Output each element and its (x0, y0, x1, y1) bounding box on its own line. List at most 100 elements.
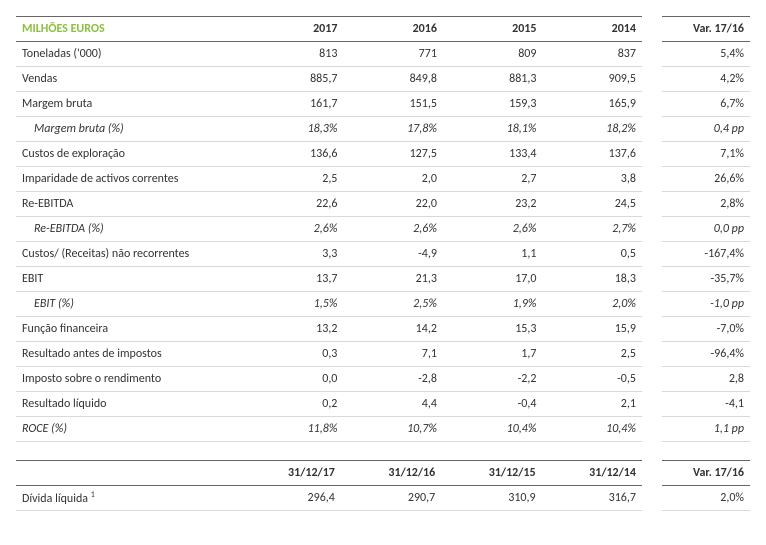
cell-value: 771 (343, 42, 443, 67)
var-value: 5,4% (662, 42, 750, 67)
cell-value: 2,0 (343, 167, 443, 192)
row-label: Margem bruta (%) (16, 117, 244, 142)
dates-header-2: 31/12/15 (441, 461, 541, 486)
var-value: -96,4% (662, 342, 750, 367)
cell-value: -0,4 (443, 392, 543, 417)
var-row: 4,2% (662, 67, 750, 92)
cell-value: 3,3 (244, 242, 344, 267)
cell-value: 136,6 (244, 142, 344, 167)
cell-value: 2,1 (542, 392, 642, 417)
cell-value: 3,8 (542, 167, 642, 192)
table-row: EBIT13,721,317,018,3 (16, 267, 642, 292)
cell-value: 2,7 (443, 167, 543, 192)
header-year-3: 2014 (542, 17, 642, 42)
cell-value: 290,7 (341, 486, 441, 511)
table-row: EBIT (%)1,5%2,5%1,9%2,0% (16, 292, 642, 317)
cell-value: 0,0 (244, 367, 344, 392)
var-value: 0,0 pp (662, 217, 750, 242)
cell-value: -2,2 (443, 367, 543, 392)
cell-value: 127,5 (343, 142, 443, 167)
cell-value: 21,3 (343, 267, 443, 292)
cell-value: 10,4% (443, 417, 543, 442)
cell-value: 7,1 (343, 342, 443, 367)
cell-value: -2,8 (343, 367, 443, 392)
row-label: Toneladas ('000) (16, 42, 244, 67)
table-row: Vendas885,7849,8881,3909,5 (16, 67, 642, 92)
dates-header-row: 31/12/17 31/12/16 31/12/15 31/12/14 (16, 461, 642, 486)
dates-header-0: 31/12/17 (241, 461, 341, 486)
cell-value: 18,3% (244, 117, 344, 142)
var-row: -96,4% (662, 342, 750, 367)
header-row: MILHÕES EUROS 2017 2016 2015 2014 (16, 17, 642, 42)
header-label: MILHÕES EUROS (16, 17, 244, 42)
table-row: Custos/ (Receitas) não recorrentes3,3-4,… (16, 242, 642, 267)
cell-value: 885,7 (244, 67, 344, 92)
cell-value: 310,9 (441, 486, 541, 511)
var-value: -1,0 pp (662, 292, 750, 317)
var-row: 26,6% (662, 167, 750, 192)
cell-value: 10,7% (343, 417, 443, 442)
table-row: Dívida líquida 1296,4290,7310,9316,7 (16, 486, 642, 511)
var-row: 0,0 pp (662, 217, 750, 242)
table-row: Imparidade de activos correntes2,52,02,7… (16, 167, 642, 192)
cell-value: 0,5 (542, 242, 642, 267)
financial-variance-table: Var. 17/16 5,4%4,2%6,7%0,4 pp7,1%26,6%2,… (662, 16, 750, 442)
var-row: 7,1% (662, 142, 750, 167)
cell-value: 151,5 (343, 92, 443, 117)
dates-header-3: 31/12/14 (542, 461, 642, 486)
cell-value: 15,9 (542, 317, 642, 342)
var-row: 2,8 (662, 367, 750, 392)
table-row: Custos de exploração136,6127,5133,4137,6 (16, 142, 642, 167)
cell-value: 161,7 (244, 92, 344, 117)
cell-value: 2,5 (244, 167, 344, 192)
table-row: Resultado antes de impostos0,37,11,72,5 (16, 342, 642, 367)
cell-value: 137,6 (542, 142, 642, 167)
cell-value: 13,2 (244, 317, 344, 342)
cell-value: 837 (542, 42, 642, 67)
var-value: 26,6% (662, 167, 750, 192)
table-row: Toneladas ('000)813771809837 (16, 42, 642, 67)
cell-value: 813 (244, 42, 344, 67)
cell-value: 2,6% (244, 217, 344, 242)
var-header-2: Var. 17/16 (662, 461, 750, 486)
var-row: -1,0 pp (662, 292, 750, 317)
cell-value: 18,2% (542, 117, 642, 142)
cell-value: 0,2 (244, 392, 344, 417)
cell-value: 2,5 (542, 342, 642, 367)
cell-value: 1,5% (244, 292, 344, 317)
table-row: Margem bruta161,7151,5159,3165,9 (16, 92, 642, 117)
financial-summary-block: MILHÕES EUROS 2017 2016 2015 2014 Tonela… (16, 16, 750, 442)
header-year-0: 2017 (244, 17, 344, 42)
cell-value: -0,5 (542, 367, 642, 392)
cell-value: 18,3 (542, 267, 642, 292)
table-row: Re-EBITDA (%)2,6%2,6%2,6%2,7% (16, 217, 642, 242)
cell-value: 2,6% (343, 217, 443, 242)
dates-header-1: 31/12/16 (341, 461, 441, 486)
dates-header-blank (16, 461, 241, 486)
cell-value: 159,3 (443, 92, 543, 117)
cell-value: 22,6 (244, 192, 344, 217)
cell-value: 14,2 (343, 317, 443, 342)
header-year-1: 2016 (343, 17, 443, 42)
var-row: 5,4% (662, 42, 750, 67)
net-debt-main-table: 31/12/17 31/12/16 31/12/15 31/12/14 Dívi… (16, 460, 642, 511)
row-label: ROCE (%) (16, 417, 244, 442)
row-label: Vendas (16, 67, 244, 92)
cell-value: 909,5 (542, 67, 642, 92)
table-row: Imposto sobre o rendimento0,0-2,8-2,2-0,… (16, 367, 642, 392)
var-value: 7,1% (662, 142, 750, 167)
net-debt-variance-table: Var. 17/16 2,0% (662, 460, 750, 511)
row-label: Custos/ (Receitas) não recorrentes (16, 242, 244, 267)
var-row: -4,1 (662, 392, 750, 417)
cell-value: 11,8% (244, 417, 344, 442)
var-value: -4,1 (662, 392, 750, 417)
cell-value: 22,0 (343, 192, 443, 217)
row-label: Resultado antes de impostos (16, 342, 244, 367)
row-label: Resultado líquido (16, 392, 244, 417)
net-debt-block: 31/12/17 31/12/16 31/12/15 31/12/14 Dívi… (16, 460, 750, 511)
var-value: 0,4 pp (662, 117, 750, 142)
table-row: Resultado líquido0,24,4-0,42,1 (16, 392, 642, 417)
cell-value: 1,7 (443, 342, 543, 367)
table-row: ROCE (%)11,8%10,7%10,4%10,4% (16, 417, 642, 442)
cell-value: 23,2 (443, 192, 543, 217)
